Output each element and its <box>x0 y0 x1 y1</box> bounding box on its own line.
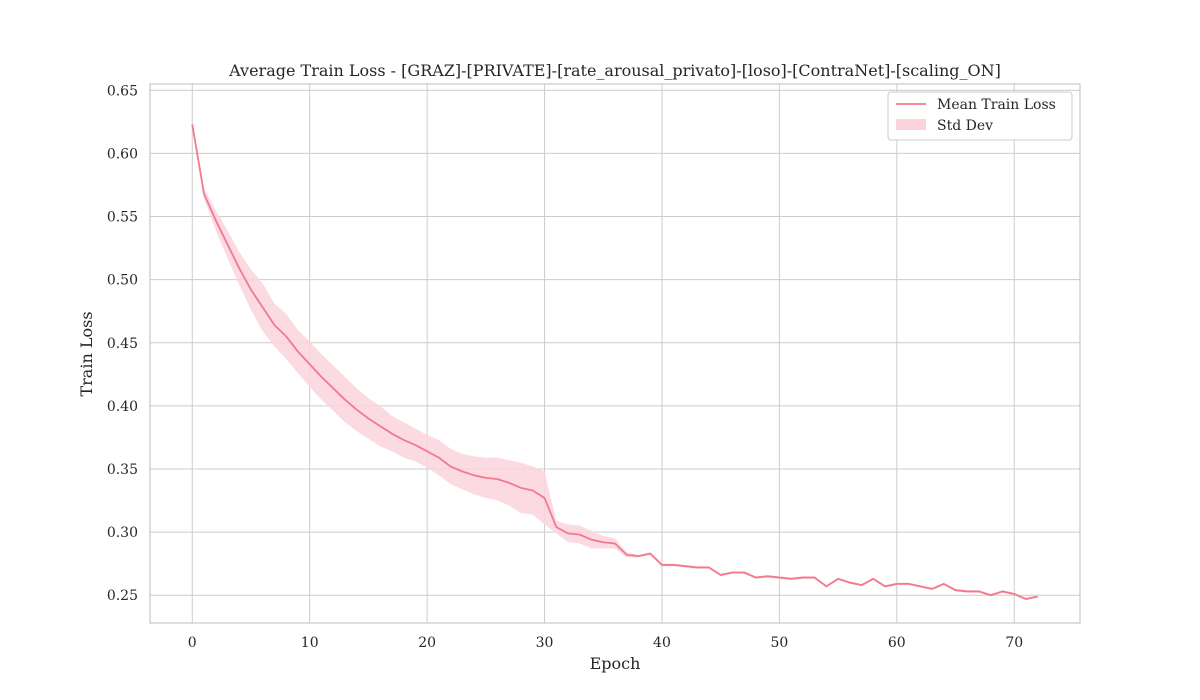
tick-label-layer: 0 10 20 30 40 50 60 70 0.25 0.30 0.35 0.40 0.45 0.50 0… <box>107 83 1023 651</box>
legend-band-swatch <box>896 119 926 130</box>
x-axis-label: Epoch <box>590 654 641 673</box>
x-tick-label: 60 <box>888 635 906 651</box>
y-tick-label: 0.25 <box>107 588 138 604</box>
y-tick-label: 0.40 <box>107 399 138 415</box>
y-tick-label: 0.30 <box>107 525 138 541</box>
grid-layer <box>150 84 1080 623</box>
legend-label-mean: Mean Train Loss <box>937 97 1056 113</box>
mean-line-layer <box>191 124 1038 600</box>
x-tick-label: 40 <box>653 635 671 651</box>
y-tick-label: 0.50 <box>107 273 138 289</box>
mean-train-loss-line <box>191 124 1038 600</box>
y-tick-label: 0.55 <box>107 210 138 226</box>
x-tick-label: 70 <box>1005 635 1023 651</box>
x-tick-label: 30 <box>536 635 554 651</box>
y-tick-label: 0.65 <box>107 83 138 99</box>
chart-title: Average Train Loss - [GRAZ]-[PRIVATE]-[r… <box>228 61 1001 80</box>
y-tick-label: 0.45 <box>107 336 138 352</box>
plot-frame <box>149 83 1081 624</box>
legend-box <box>887 91 1073 141</box>
legend: Mean Train Loss Std Dev <box>887 91 1073 141</box>
y-axis-label: Train Loss <box>77 311 96 396</box>
legend-label-std: Std Dev <box>937 118 993 134</box>
x-tick-label: 0 <box>188 635 197 651</box>
x-tick-label: 50 <box>770 635 788 651</box>
x-tick-label: 20 <box>418 635 436 651</box>
y-tick-label: 0.35 <box>107 462 138 478</box>
y-tick-label: 0.60 <box>107 146 138 162</box>
x-tick-label: 10 <box>301 635 319 651</box>
